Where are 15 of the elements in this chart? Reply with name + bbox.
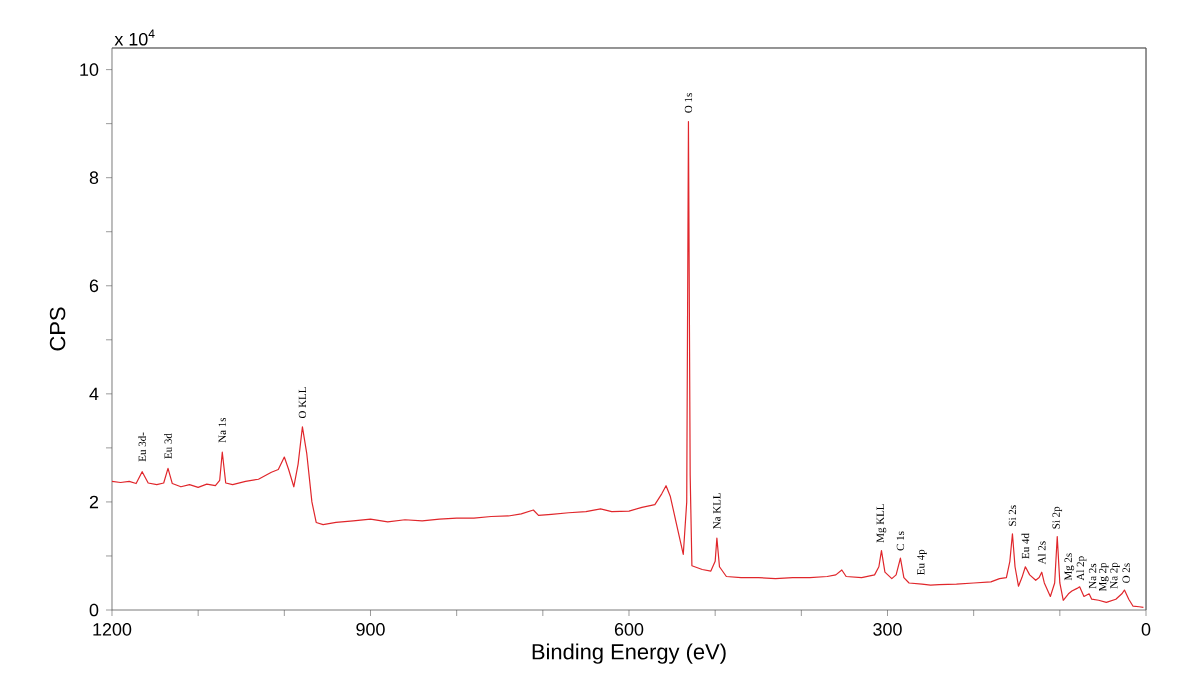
y-axis-title: CPS (49, 307, 66, 351)
y-tick-label: 4 (89, 387, 99, 401)
y-tick-label: 8 (89, 171, 99, 185)
y-tick-label: 10 (80, 63, 99, 76)
x-tick-label: 600 (614, 623, 644, 636)
x-tick-label: 0 (1141, 623, 1151, 636)
y-tick-label: 0 (89, 603, 99, 617)
x-tick-label: 1200 (93, 623, 132, 636)
y-tick-label: 2 (89, 495, 99, 509)
y-tick-label: 6 (89, 279, 99, 293)
x-axis-title: Binding Energy (eV) (532, 643, 726, 664)
line-series (111, 120, 1145, 608)
x-tick-label: 900 (356, 623, 385, 636)
x-tick-label: 300 (873, 623, 902, 636)
text: x 10$^{4}$ (114, 29, 155, 46)
